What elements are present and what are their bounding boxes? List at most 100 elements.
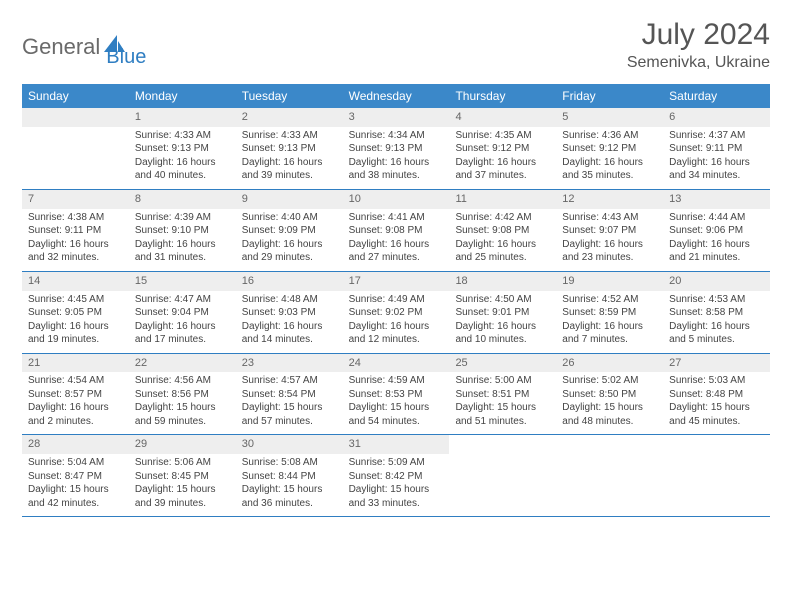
sunrise-text: Sunrise: 5:03 AM: [669, 374, 764, 388]
week-row: 1Sunrise: 4:33 AMSunset: 9:13 PMDaylight…: [22, 108, 770, 190]
day-cell: 29Sunrise: 5:06 AMSunset: 8:45 PMDayligh…: [129, 435, 236, 516]
daylight-text: Daylight: 15 hours: [349, 483, 444, 497]
day-number: 1: [129, 108, 236, 127]
sunset-text: Sunset: 8:50 PM: [562, 388, 657, 402]
daylight-text: Daylight: 15 hours: [135, 401, 230, 415]
sunset-text: Sunset: 9:13 PM: [135, 142, 230, 156]
sunset-text: Sunset: 8:45 PM: [135, 470, 230, 484]
day-cell: 10Sunrise: 4:41 AMSunset: 9:08 PMDayligh…: [343, 190, 450, 271]
sunrise-text: Sunrise: 4:40 AM: [242, 211, 337, 225]
sunset-text: Sunset: 9:02 PM: [349, 306, 444, 320]
weekday-monday: Monday: [129, 84, 236, 108]
daylight-text: and 39 minutes.: [135, 497, 230, 511]
daylight-text: and 36 minutes.: [242, 497, 337, 511]
daylight-text: Daylight: 16 hours: [135, 156, 230, 170]
sunrise-text: Sunrise: 4:59 AM: [349, 374, 444, 388]
day-cell: [556, 435, 663, 516]
daylight-text: and 33 minutes.: [349, 497, 444, 511]
sunrise-text: Sunrise: 4:52 AM: [562, 293, 657, 307]
day-number: 23: [236, 354, 343, 373]
sunset-text: Sunset: 8:56 PM: [135, 388, 230, 402]
day-cell: 19Sunrise: 4:52 AMSunset: 8:59 PMDayligh…: [556, 272, 663, 353]
sunrise-text: Sunrise: 4:44 AM: [669, 211, 764, 225]
daylight-text: Daylight: 16 hours: [135, 320, 230, 334]
day-cell: 22Sunrise: 4:56 AMSunset: 8:56 PMDayligh…: [129, 354, 236, 435]
brand-text-general: General: [22, 34, 100, 60]
day-cell: 16Sunrise: 4:48 AMSunset: 9:03 PMDayligh…: [236, 272, 343, 353]
day-number: 4: [449, 108, 556, 127]
week-row: 21Sunrise: 4:54 AMSunset: 8:57 PMDayligh…: [22, 354, 770, 436]
sunrise-text: Sunrise: 5:06 AM: [135, 456, 230, 470]
day-number: 13: [663, 190, 770, 209]
daylight-text: Daylight: 16 hours: [242, 320, 337, 334]
daylight-text: Daylight: 15 hours: [562, 401, 657, 415]
day-number: 21: [22, 354, 129, 373]
sunrise-text: Sunrise: 4:36 AM: [562, 129, 657, 143]
sunset-text: Sunset: 9:13 PM: [242, 142, 337, 156]
sunset-text: Sunset: 9:11 PM: [669, 142, 764, 156]
daylight-text: and 14 minutes.: [242, 333, 337, 347]
daylight-text: and 17 minutes.: [135, 333, 230, 347]
daylight-text: Daylight: 16 hours: [135, 238, 230, 252]
daylight-text: Daylight: 16 hours: [562, 156, 657, 170]
day-number: 11: [449, 190, 556, 209]
calendar-grid: 1Sunrise: 4:33 AMSunset: 9:13 PMDaylight…: [22, 108, 770, 517]
daylight-text: and 40 minutes.: [135, 169, 230, 183]
daylight-text: and 2 minutes.: [28, 415, 123, 429]
day-cell: 23Sunrise: 4:57 AMSunset: 8:54 PMDayligh…: [236, 354, 343, 435]
week-row: 28Sunrise: 5:04 AMSunset: 8:47 PMDayligh…: [22, 435, 770, 517]
sunrise-text: Sunrise: 4:57 AM: [242, 374, 337, 388]
sunset-text: Sunset: 9:13 PM: [349, 142, 444, 156]
daylight-text: Daylight: 16 hours: [349, 156, 444, 170]
day-cell: 14Sunrise: 4:45 AMSunset: 9:05 PMDayligh…: [22, 272, 129, 353]
day-number: 26: [556, 354, 663, 373]
daylight-text: and 12 minutes.: [349, 333, 444, 347]
daylight-text: Daylight: 15 hours: [242, 483, 337, 497]
daylight-text: Daylight: 16 hours: [242, 238, 337, 252]
weekday-header-row: Sunday Monday Tuesday Wednesday Thursday…: [22, 84, 770, 108]
day-cell: 26Sunrise: 5:02 AMSunset: 8:50 PMDayligh…: [556, 354, 663, 435]
day-number: 20: [663, 272, 770, 291]
day-cell: 21Sunrise: 4:54 AMSunset: 8:57 PMDayligh…: [22, 354, 129, 435]
daylight-text: Daylight: 16 hours: [455, 320, 550, 334]
sunrise-text: Sunrise: 4:38 AM: [28, 211, 123, 225]
day-cell: 27Sunrise: 5:03 AMSunset: 8:48 PMDayligh…: [663, 354, 770, 435]
sunset-text: Sunset: 9:01 PM: [455, 306, 550, 320]
day-number: 10: [343, 190, 450, 209]
day-number-blank: [22, 108, 129, 127]
day-number: 9: [236, 190, 343, 209]
sunset-text: Sunset: 8:57 PM: [28, 388, 123, 402]
daylight-text: and 31 minutes.: [135, 251, 230, 265]
day-cell: 5Sunrise: 4:36 AMSunset: 9:12 PMDaylight…: [556, 108, 663, 189]
day-cell: 20Sunrise: 4:53 AMSunset: 8:58 PMDayligh…: [663, 272, 770, 353]
sunset-text: Sunset: 9:12 PM: [562, 142, 657, 156]
day-number: 3: [343, 108, 450, 127]
daylight-text: and 42 minutes.: [28, 497, 123, 511]
daylight-text: and 19 minutes.: [28, 333, 123, 347]
daylight-text: Daylight: 16 hours: [562, 238, 657, 252]
day-cell: 28Sunrise: 5:04 AMSunset: 8:47 PMDayligh…: [22, 435, 129, 516]
sunset-text: Sunset: 9:06 PM: [669, 224, 764, 238]
day-number: 22: [129, 354, 236, 373]
daylight-text: and 5 minutes.: [669, 333, 764, 347]
daylight-text: Daylight: 16 hours: [28, 401, 123, 415]
daylight-text: Daylight: 16 hours: [455, 238, 550, 252]
day-cell: 3Sunrise: 4:34 AMSunset: 9:13 PMDaylight…: [343, 108, 450, 189]
sunrise-text: Sunrise: 5:00 AM: [455, 374, 550, 388]
day-cell: 6Sunrise: 4:37 AMSunset: 9:11 PMDaylight…: [663, 108, 770, 189]
sunrise-text: Sunrise: 4:53 AM: [669, 293, 764, 307]
day-cell: 15Sunrise: 4:47 AMSunset: 9:04 PMDayligh…: [129, 272, 236, 353]
sunset-text: Sunset: 9:03 PM: [242, 306, 337, 320]
sunset-text: Sunset: 9:08 PM: [455, 224, 550, 238]
day-number: 15: [129, 272, 236, 291]
daylight-text: and 35 minutes.: [562, 169, 657, 183]
day-cell: [449, 435, 556, 516]
day-number: 29: [129, 435, 236, 454]
day-number: 27: [663, 354, 770, 373]
day-cell: 7Sunrise: 4:38 AMSunset: 9:11 PMDaylight…: [22, 190, 129, 271]
day-number: 17: [343, 272, 450, 291]
sunrise-text: Sunrise: 4:49 AM: [349, 293, 444, 307]
sunset-text: Sunset: 8:42 PM: [349, 470, 444, 484]
day-number: 31: [343, 435, 450, 454]
daylight-text: and 45 minutes.: [669, 415, 764, 429]
